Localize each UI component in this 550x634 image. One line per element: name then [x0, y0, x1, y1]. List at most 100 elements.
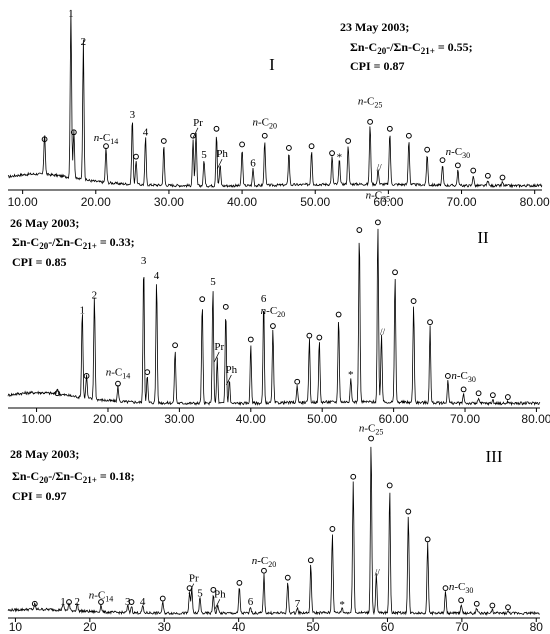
- x-tick-label: 20.00: [81, 195, 111, 209]
- x-tick-label: 10: [9, 620, 23, 634]
- n-alkane-marker: [285, 145, 292, 151]
- x-tick-label: 70.00: [447, 195, 477, 209]
- break-marker: //: [380, 327, 386, 337]
- n-alkane-marker: [345, 138, 352, 144]
- asterisk-marker: *: [348, 369, 354, 381]
- x-tick-label: 30.00: [164, 412, 194, 426]
- break-marker: //: [375, 568, 381, 578]
- break-marker: //: [377, 162, 383, 172]
- n-alkane-marker: [222, 303, 229, 310]
- info-box: 26 May 2003; Σn-C20-/Σn-C21+ = 0.33; CPI…: [10, 216, 135, 269]
- n-alkane-marker: [424, 536, 431, 543]
- n-alkane-marker: [442, 585, 449, 592]
- peak-label: 6: [261, 293, 267, 305]
- n-alkane-annotation: n-C20: [261, 305, 286, 319]
- n-alkane-marker: [386, 125, 393, 132]
- asterisk-marker: *: [337, 152, 343, 164]
- n-alkane-marker: [316, 334, 323, 341]
- n-alkane-annotation: n-C20: [253, 116, 278, 130]
- peak-label: 7: [295, 598, 301, 610]
- x-tick-label: 10.00: [22, 412, 52, 426]
- n-alkane-marker: [186, 585, 193, 592]
- n-alkane-marker: [284, 574, 291, 581]
- n-alkane-marker: [458, 597, 465, 604]
- n-alkane-marker: [247, 336, 254, 343]
- n-alkane-annotation: n-C30: [451, 370, 476, 384]
- panel-label: I: [269, 55, 275, 74]
- n-alkane-marker: [473, 600, 480, 607]
- n-alkane-marker: [98, 599, 104, 605]
- n-alkane-marker: [475, 390, 482, 397]
- x-tick-label: 60.00: [373, 195, 403, 209]
- peak-label: 1: [68, 8, 74, 20]
- cpi-label: CPI = 0.85: [12, 255, 67, 269]
- x-tick-label: 80.00: [520, 195, 550, 209]
- x-tick-label: 60: [381, 620, 395, 634]
- peak-label: Ph: [226, 364, 238, 376]
- ratio-label: Σn-C20-/Σn-C21+ = 0.33;: [12, 235, 135, 251]
- cpi-label: CPI = 0.97: [12, 489, 67, 503]
- x-tick-label: 10.00: [8, 195, 38, 209]
- n-alkane-marker: [144, 369, 151, 376]
- info-box: 28 May 2003; Σn-C20-/Σn-C21+ = 0.18; CPI…: [10, 447, 135, 503]
- n-alkane-annotation: n-C25: [359, 423, 384, 437]
- date-label: 26 May 2003;: [10, 216, 79, 230]
- peak-label: Pr: [214, 341, 224, 353]
- n-alkane-marker: [405, 132, 412, 139]
- chromatogram-trace: [7, 9, 543, 189]
- n-alkane-marker: [128, 599, 135, 605]
- n-alkane-marker: [329, 150, 335, 157]
- x-tick-label: 70.00: [450, 412, 480, 426]
- date-label: 28 May 2003;: [10, 447, 79, 461]
- n-alkane-annotation: n-C25: [366, 190, 391, 204]
- peak-label: 1: [80, 305, 86, 317]
- x-tick-label: 50.00: [307, 412, 337, 426]
- n-alkane-marker: [115, 380, 121, 387]
- peak-label: 2: [81, 36, 87, 48]
- n-alkane-marker: [261, 567, 267, 574]
- x-tick-label: 80.00: [521, 412, 550, 426]
- n-alkane-annotation: n-C14: [106, 366, 130, 380]
- n-alkane-marker: [294, 378, 301, 385]
- n-alkane-marker: [210, 586, 217, 593]
- x-tick-label: 50: [306, 620, 320, 634]
- n-alkane-marker: [133, 153, 139, 160]
- cpi-label: CPI = 0.87: [350, 59, 405, 73]
- n-alkane-marker: [270, 323, 276, 329]
- peak-label: Ph: [214, 588, 226, 600]
- x-tick-label: 20: [83, 620, 97, 634]
- peak-label: 2: [92, 289, 98, 301]
- n-alkane-marker: [356, 227, 363, 233]
- peak-label: 1: [60, 596, 66, 608]
- n-alkane-marker: [83, 373, 90, 379]
- n-alkane-marker: [499, 174, 506, 181]
- peak-label: 3: [141, 255, 147, 267]
- n-alkane-marker: [306, 332, 313, 339]
- n-alkane-annotation: n-C14: [94, 132, 119, 146]
- x-tick-label: 40.00: [236, 412, 266, 426]
- peak-label: Ph: [216, 148, 228, 160]
- n-alkane-marker: [454, 162, 461, 169]
- peak-label: 4: [140, 596, 146, 608]
- n-alkane-marker: [484, 172, 491, 179]
- n-alkane-marker: [405, 508, 412, 515]
- n-alkane-marker: [160, 138, 167, 144]
- peak-label: 5: [197, 587, 203, 599]
- n-alkane-marker: [103, 143, 109, 150]
- x-tick-label: 30: [158, 620, 172, 634]
- n-alkane-marker: [213, 125, 220, 132]
- n-alkane-marker: [470, 167, 477, 174]
- x-tick-label: 80: [530, 620, 544, 634]
- n-alkane-marker: [504, 394, 511, 400]
- n-alkane-marker: [367, 118, 373, 125]
- n-alkane-marker: [505, 604, 511, 611]
- n-alkane-marker: [307, 557, 314, 564]
- peak-pointer: [214, 599, 221, 610]
- panel-label: II: [477, 228, 489, 247]
- date-label: 23 May 2003;: [340, 20, 409, 34]
- n-alkane-marker: [427, 319, 433, 326]
- n-alkane-annotation: n-C30: [449, 581, 474, 595]
- peak-pointer: [192, 127, 199, 138]
- n-alkane-marker: [424, 146, 431, 153]
